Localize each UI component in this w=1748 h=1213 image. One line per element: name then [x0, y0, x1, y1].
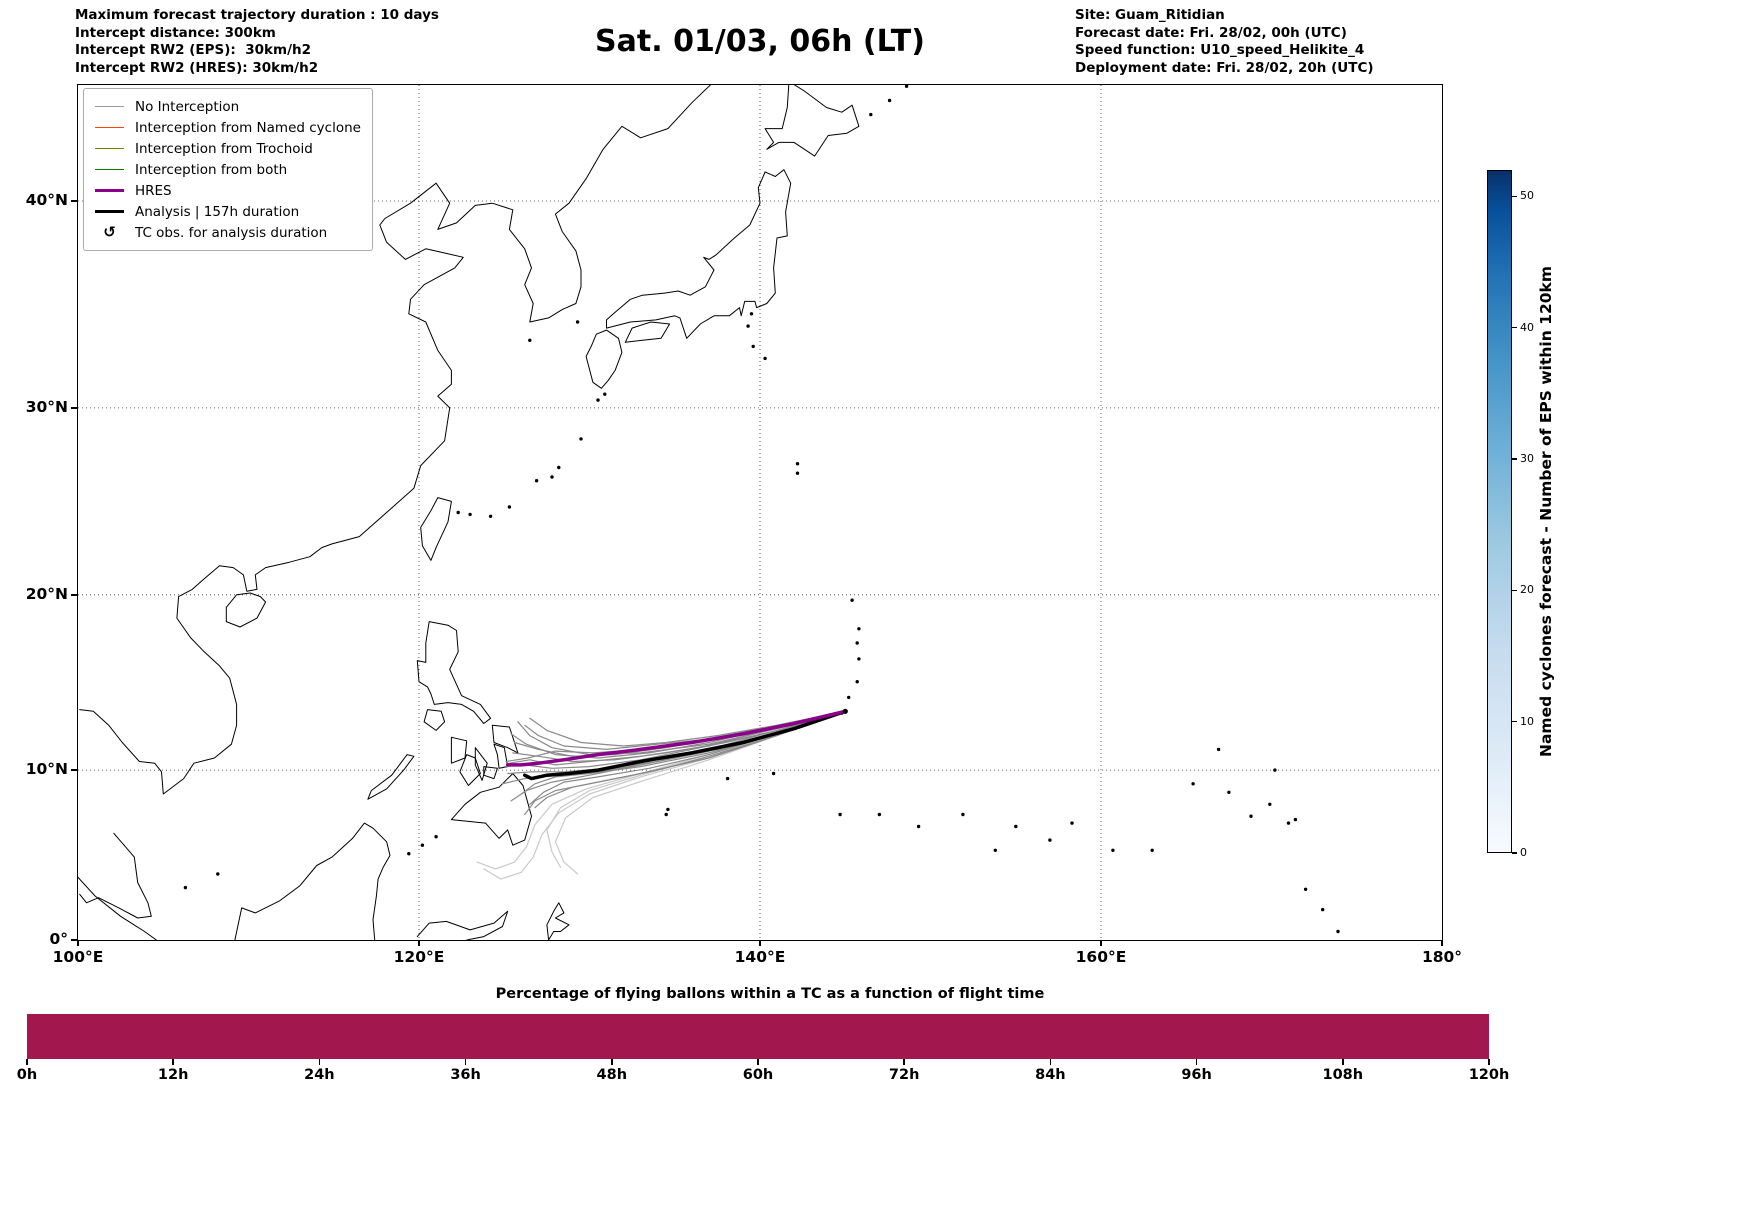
legend-item-label: No Interception	[135, 98, 240, 115]
legend-item: Interception from both	[95, 159, 361, 180]
legend-item: No Interception	[95, 96, 361, 117]
map-plot: No Interception Interception from Named c…	[77, 84, 1443, 941]
y-axis-tick	[71, 769, 77, 771]
legend-line-swatch	[95, 105, 124, 108]
bar-axis-tick-label: 60h	[742, 1067, 774, 1083]
map-canvas	[78, 85, 1442, 940]
legend-line-swatch	[95, 168, 124, 171]
colorbar-tick-label: 10	[1520, 714, 1534, 728]
legend-line-swatch	[95, 209, 124, 214]
x-axis-tick-label: 140°E	[734, 948, 786, 966]
bar-axis-tick	[318, 1059, 321, 1065]
colorbar-tick	[1512, 327, 1517, 329]
legend-line-swatch	[95, 147, 124, 150]
bar-axis-tick-label: 24h	[304, 1067, 335, 1083]
x-axis-tick	[418, 940, 420, 946]
colorbar-tick	[1512, 852, 1517, 854]
legend-item: HRES	[95, 180, 361, 201]
header-info-line: Speed function: U10_speed_Helikite_4	[1075, 42, 1365, 58]
legend-line-swatch	[95, 188, 124, 193]
bar-fill	[27, 1014, 1489, 1059]
y-axis-tick-label: 0°	[49, 930, 68, 948]
x-axis-tick-label: 160°E	[1075, 948, 1127, 966]
y-axis-tick	[71, 939, 77, 941]
legend-item-label: Interception from Trochoid	[135, 140, 313, 157]
bar-plot	[27, 1014, 1489, 1059]
legend: No Interception Interception from Named c…	[83, 88, 373, 251]
y-axis-tick-label: 20°N	[25, 584, 68, 603]
bar-chart-title: Percentage of flying ballons within a TC…	[495, 986, 1045, 1002]
x-axis-tick	[1441, 940, 1443, 946]
bar-axis-tick-label: 72h	[888, 1067, 920, 1083]
y-axis-tick-label: 40°N	[25, 190, 68, 209]
legend-item-label: Analysis | 157h duration	[135, 203, 300, 220]
legend-line-swatch	[95, 126, 124, 129]
legend-item: Analysis | 157h duration	[95, 201, 361, 222]
y-axis-tick	[71, 407, 77, 409]
header-left: Maximum forecast trajectory duration : 1…	[75, 7, 439, 77]
x-axis-tick	[759, 940, 761, 946]
bar-axis-tick-label: 96h	[1181, 1067, 1212, 1083]
bar-axis-tick	[903, 1059, 905, 1065]
colorbar-label: Named cyclones forecast - Number of EPS …	[1537, 266, 1555, 757]
legend-item-label: Interception from both	[135, 161, 288, 178]
header-info-line: Intercept RW2 (EPS): 30km/h2	[75, 42, 311, 58]
legend-item: Interception from Trochoid	[95, 138, 361, 159]
colorbar-tick-label: 0	[1520, 846, 1527, 859]
header-info-line: Forecast date: Fri. 28/02, 00h (UTC)	[1075, 24, 1347, 41]
bar-axis-tick	[1049, 1059, 1052, 1065]
bar-axis-tick-label: 36h	[450, 1067, 481, 1083]
x-axis-tick-label: 180°	[1421, 948, 1463, 966]
colorbar	[1487, 170, 1512, 853]
bar-axis-tick-label: 12h	[157, 1067, 189, 1083]
bar-axis-tick-label: 0h	[16, 1067, 38, 1083]
colorbar-tick	[1512, 589, 1517, 591]
bar-axis-tick	[1488, 1059, 1490, 1065]
bar-axis-tick	[1342, 1059, 1344, 1065]
legend-item: ↺ TC obs. for analysis duration	[95, 222, 361, 243]
x-axis-tick	[1100, 940, 1102, 946]
legend-item-label: Interception from Named cyclone	[135, 119, 361, 136]
header-info-line: Intercept distance: 300km	[75, 24, 276, 41]
legend-item-label: HRES	[135, 182, 172, 199]
page-title: Sat. 01/03, 06h (LT)	[595, 24, 925, 59]
bar-axis-tick-label: 48h	[596, 1067, 628, 1083]
colorbar-tick-label: 50	[1520, 189, 1534, 203]
y-axis-tick	[71, 200, 77, 202]
bar-axis-tick-label: 120h	[1468, 1067, 1510, 1083]
bar-axis-tick	[611, 1059, 613, 1065]
x-axis-tick-label: 120°E	[393, 948, 445, 966]
colorbar-tick	[1512, 721, 1517, 723]
legend-item-label: TC obs. for analysis duration	[135, 224, 328, 241]
y-axis-tick-label: 30°N	[25, 397, 68, 416]
colorbar-tick	[1512, 458, 1517, 460]
bar-axis-tick-label: 84h	[1035, 1067, 1066, 1083]
header-right: Site: Guam_Ritidian Forecast date: Fri. 2…	[1075, 7, 1374, 77]
x-axis-tick	[77, 940, 79, 946]
bar-axis-tick	[757, 1059, 759, 1065]
bar-axis-tick	[464, 1059, 467, 1065]
bar-axis-tick	[26, 1059, 28, 1065]
header-info-line: Intercept RW2 (HRES): 30km/h2	[75, 59, 319, 76]
legend-item: Interception from Named cyclone	[95, 117, 361, 138]
header-info-line: Deployment date: Fri. 28/02, 20h (UTC)	[1075, 59, 1374, 76]
x-axis-tick-label: 100°E	[52, 948, 104, 966]
colorbar-tick-label: 30	[1520, 451, 1534, 465]
colorbar-tick-label: 40	[1520, 320, 1534, 334]
colorbar-tick-label: 20	[1520, 583, 1534, 597]
header-info-line: Maximum forecast trajectory duration : 1…	[75, 7, 439, 23]
bar-axis-tick	[172, 1059, 174, 1065]
bar-axis-tick	[1195, 1059, 1198, 1065]
header-info-line: Site: Guam_Ritidian	[1075, 7, 1225, 23]
colorbar-tick	[1512, 195, 1517, 197]
tc-obs-marker-icon: ↺	[103, 223, 116, 241]
y-axis-tick-label: 10°N	[25, 760, 68, 779]
y-axis-tick	[71, 594, 77, 596]
bar-axis-tick-label: 108h	[1322, 1067, 1364, 1083]
